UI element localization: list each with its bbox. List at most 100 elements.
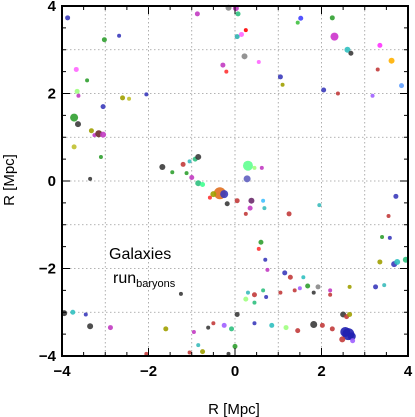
galaxy-point (200, 182, 206, 187)
galaxy-point (191, 329, 196, 334)
galaxy-point (265, 267, 270, 272)
galaxy-point (373, 284, 379, 290)
galaxy-point (287, 274, 293, 280)
galaxy-point (311, 290, 316, 295)
galaxy-point (100, 104, 106, 110)
galaxy-point (283, 325, 289, 331)
galaxy-point (206, 325, 211, 330)
galaxy-point (247, 205, 253, 211)
galaxy-point (344, 46, 351, 53)
galaxy-point (144, 92, 149, 97)
galaxy-point (83, 312, 88, 317)
galaxy-point (74, 88, 80, 94)
galaxy-point (262, 206, 267, 211)
galaxy-point (256, 60, 261, 64)
galaxy-point (75, 121, 82, 128)
galaxy-point (335, 91, 340, 96)
galaxy-point (330, 32, 339, 41)
galaxy-point (88, 176, 93, 181)
galaxy-point (310, 321, 318, 328)
x-tick-label: −2 (140, 363, 157, 380)
galaxy-point (234, 311, 240, 317)
galaxy-point (298, 15, 304, 21)
annotation-run-main: run (113, 270, 136, 287)
x-tick-label: 0 (231, 363, 239, 380)
galaxy-point (319, 322, 325, 328)
galaxy-point (107, 325, 113, 331)
galaxy-point (370, 93, 375, 98)
annotation-run-subscript: baryons (136, 278, 176, 290)
x-tick-label: 4 (404, 363, 413, 380)
galaxy-point (207, 195, 212, 200)
galaxy-point (277, 74, 283, 80)
galaxy-point (200, 349, 206, 355)
galaxy-point (220, 62, 226, 68)
galaxy-point (243, 28, 248, 33)
galaxy-point (144, 351, 149, 356)
galaxy-point (348, 50, 354, 56)
galaxy-point (224, 69, 229, 74)
y-tick-label: −2 (39, 261, 56, 278)
galaxy-point (252, 321, 257, 326)
galaxy-point (242, 160, 253, 171)
axis-ticks (61, 5, 409, 357)
galaxy-point (85, 78, 90, 83)
galaxy-point (71, 144, 77, 150)
galaxy-points (61, 4, 409, 356)
galaxy-point (292, 288, 297, 293)
galaxy-point (295, 328, 301, 334)
y-tick-label: −4 (39, 348, 57, 365)
galaxy-point (196, 343, 201, 348)
galaxy-point (329, 15, 335, 21)
galaxy-point (251, 292, 257, 298)
galaxy-point (347, 311, 353, 317)
galaxy-point (375, 67, 380, 72)
galaxy-point (235, 11, 241, 17)
galaxy-point (120, 95, 126, 101)
galaxy-point (178, 291, 183, 296)
galaxy-point (387, 235, 392, 240)
galaxy-point (315, 284, 321, 290)
galaxy-point (350, 338, 356, 344)
x-tick-labels: −4 −2 0 2 4 (53, 363, 412, 380)
galaxy-point (388, 57, 395, 64)
galaxy-point (328, 292, 333, 297)
galaxy-point (195, 153, 202, 160)
galaxy-point (269, 322, 275, 328)
galaxy-point (221, 322, 227, 328)
y-tick-labels: −4 −2 0 2 4 (39, 0, 57, 365)
galaxy-point (73, 66, 79, 72)
annotation-run: runbaryons (113, 270, 176, 290)
grid-lines (62, 6, 408, 356)
galaxy-point (248, 197, 255, 204)
galaxy-point (328, 288, 333, 293)
galaxy-point (261, 198, 266, 203)
y-axis-label: R [Mpc] (1, 154, 18, 206)
galaxy-point (329, 326, 335, 332)
galaxy-point (187, 159, 192, 164)
galaxy-point (189, 175, 195, 180)
galaxy-point (98, 154, 103, 159)
galaxy-point (261, 288, 266, 293)
galaxy-point (252, 165, 257, 170)
galaxy-point (393, 193, 399, 199)
galaxy-point (238, 31, 244, 37)
galaxy-point (127, 96, 132, 101)
galaxy-point (301, 275, 306, 280)
galaxy-point (259, 165, 264, 170)
galaxy-point (87, 323, 94, 330)
galaxy-point (317, 203, 322, 208)
galaxy-point (210, 191, 217, 198)
y-tick-label: 2 (48, 86, 56, 103)
galaxy-point (258, 239, 264, 245)
x-axis-label: R [Mpc] (208, 401, 260, 417)
galaxy-point (347, 332, 356, 341)
annotation-title: Galaxies (109, 246, 171, 263)
galaxy-point (386, 214, 391, 218)
galaxy-point (170, 170, 175, 175)
galaxy-point (380, 235, 385, 239)
galaxy-point (394, 258, 401, 265)
galaxy-point (264, 294, 269, 299)
galaxy-point (180, 161, 186, 167)
